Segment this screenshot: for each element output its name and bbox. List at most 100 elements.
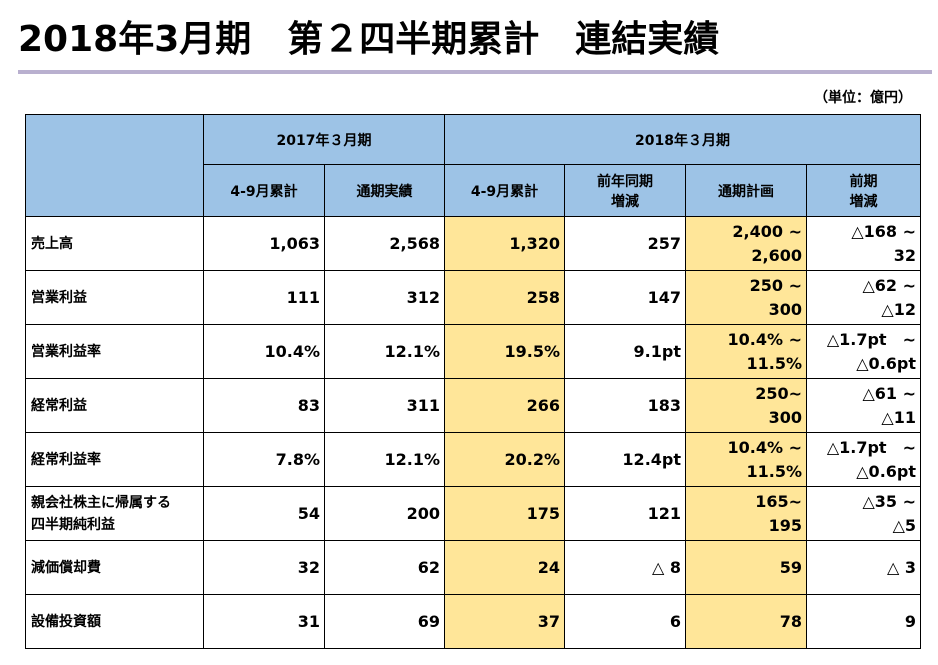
col-header-2017-h1: 4-9月累計 (203, 164, 325, 217)
row-label-line: 営業利益 (31, 289, 87, 306)
col-header-plan: 通期計画 (685, 164, 807, 217)
header-corner (25, 114, 204, 217)
cell-line: △0.6pt (856, 353, 916, 373)
table-cell-vs-prior: △1.7pt ~ △0.6pt (806, 432, 921, 487)
table-cell-plan: 10.4% ~ 11.5% (685, 432, 807, 487)
cell-line: 78 (779, 611, 802, 631)
table-cell-plan: 165~ 195 (685, 486, 807, 541)
row-label: 経常利益率 (25, 432, 204, 487)
table-cell: 62 (324, 540, 445, 595)
col-header-vs-prior-line2: 増減 (849, 193, 878, 210)
table-row: 経常利益率 7.8% 12.1% 20.2% 12.4pt 10.4% ~11.5% △1.… (25, 432, 921, 487)
table-row: 親会社株主に帰属する 四半期純利益 54 200 175 121 165~ 195 △35 ~ △… (25, 486, 921, 541)
table-cell: 24 (444, 540, 565, 595)
row-label-line: 四半期純利益 (31, 516, 115, 533)
table-cell: 7.8% (203, 432, 325, 487)
cell-line: 10.4% ~ (727, 329, 802, 349)
table-cell-vs-prior: 9 (806, 594, 921, 649)
row-label-line: 経常利益率 (31, 451, 101, 468)
table-cell: 266 (444, 378, 565, 433)
title-divider (18, 70, 932, 74)
table-cell: 6 (564, 594, 686, 649)
table-cell: 12.1% (324, 324, 445, 379)
table-cell-vs-prior: △1.7pt ~ △0.6pt (806, 324, 921, 379)
cell-line: 195 (768, 515, 802, 535)
table-cell: 31 (203, 594, 325, 649)
table-cell: 311 (324, 378, 445, 433)
table-row: 経常利益 83 311 266 183 250~ 300 △61 ~ △11 (25, 378, 921, 433)
col-header-vs-prior: 前期 増減 (806, 164, 921, 217)
row-label-line: 営業利益率 (31, 343, 101, 360)
cell-line: △5 (892, 515, 916, 535)
col-header-yoy-line1: 前年同期 (597, 173, 653, 190)
cell-line: △35 ~ (862, 491, 916, 511)
table-cell: △ 8 (564, 540, 686, 595)
table-cell-plan: 250~ 300 (685, 378, 807, 433)
table-row: 減価償却費 32 62 24 △ 8 59 △ 3 (25, 540, 921, 595)
table-cell: 111 (203, 270, 325, 325)
cell-line: △168 ~ (851, 221, 916, 241)
table-cell: 37 (444, 594, 565, 649)
col-header-2018-h1: 4-9月累計 (444, 164, 565, 217)
cell-line: △61 ~ (862, 383, 916, 403)
table-cell-vs-prior: △62 ~ △12 (806, 270, 921, 325)
header-fy2018: 2018年３月期 (444, 114, 921, 165)
table-row: 設備投資額 31 69 37 6 78 9 (25, 594, 921, 649)
row-label: 営業利益 (25, 270, 204, 325)
table-cell-vs-prior: △168 ~ 32 (806, 216, 921, 271)
cell-line: 250~ (755, 383, 802, 403)
cell-line: 300 (768, 299, 802, 319)
table-cell-plan: 78 (685, 594, 807, 649)
table-cell: 2,568 (324, 216, 445, 271)
row-label-line: 売上高 (31, 235, 73, 252)
cell-line: 59 (779, 557, 802, 577)
table-cell-plan: 10.4% ~ 11.5% (685, 324, 807, 379)
cell-line: 250 ~ (749, 275, 802, 295)
cell-line: 2,600 (751, 245, 802, 265)
row-label-line: 親会社株主に帰属する (31, 494, 171, 511)
table-cell-vs-prior: △35 ~ △5 (806, 486, 921, 541)
col-header-vs-prior-line1: 前期 (849, 173, 878, 190)
col-header-2017-full: 通期実績 (324, 164, 445, 217)
header-row-1: 2017年３月期 2018年３月期 (25, 114, 921, 217)
cell-line: 2,400 ~ (732, 221, 802, 241)
row-label: 経常利益 (25, 378, 204, 433)
table-cell: 54 (203, 486, 325, 541)
table-row: 営業利益率 10.4% 12.1% 19.5% 9.1pt 10.4% ~11.5% △1.… (25, 324, 921, 379)
results-table: 2017年３月期 2018年３月期 4-9月累計 通期実績 4-9月累計 前年同… (25, 114, 921, 649)
page-title: 2018年3月期 第２四半期累計 連結実績 (18, 19, 720, 60)
table-cell: 12.4pt (564, 432, 686, 487)
table-cell: 19.5% (444, 324, 565, 379)
cell-line: △11 (881, 407, 916, 427)
table-cell: 12.1% (324, 432, 445, 487)
table-cell: 257 (564, 216, 686, 271)
row-label: 親会社株主に帰属する 四半期純利益 (25, 486, 204, 541)
row-label: 減価償却費 (25, 540, 204, 595)
table-cell: 9.1pt (564, 324, 686, 379)
cell-line: 11.5% (746, 461, 802, 481)
table-cell: 1,320 (444, 216, 565, 271)
row-label: 売上高 (25, 216, 204, 271)
table-cell: 200 (324, 486, 445, 541)
cell-line: △12 (881, 299, 916, 319)
table-cell-plan: 2,400 ~ 2,600 (685, 216, 807, 271)
cell-line: 32 (893, 245, 916, 265)
table-cell: 147 (564, 270, 686, 325)
row-label-line: 経常利益 (31, 397, 87, 414)
cell-line: △1.7pt ~ (826, 437, 916, 457)
cell-line: 9 (904, 611, 916, 631)
table-cell: 32 (203, 540, 325, 595)
table-cell: 83 (203, 378, 325, 433)
header-fy2017: 2017年３月期 (203, 114, 445, 165)
table-cell-plan: 250 ~ 300 (685, 270, 807, 325)
table-cell-vs-prior: △ 3 (806, 540, 921, 595)
cell-line: △0.6pt (856, 461, 916, 481)
cell-line: 11.5% (746, 353, 802, 373)
cell-line: △1.7pt ~ (826, 329, 916, 349)
cell-line: 300 (768, 407, 802, 427)
cell-line: 165~ (755, 491, 802, 511)
table-cell: 121 (564, 486, 686, 541)
table-cell: 258 (444, 270, 565, 325)
table-cell-vs-prior: △61 ~ △11 (806, 378, 921, 433)
table-cell: 175 (444, 486, 565, 541)
